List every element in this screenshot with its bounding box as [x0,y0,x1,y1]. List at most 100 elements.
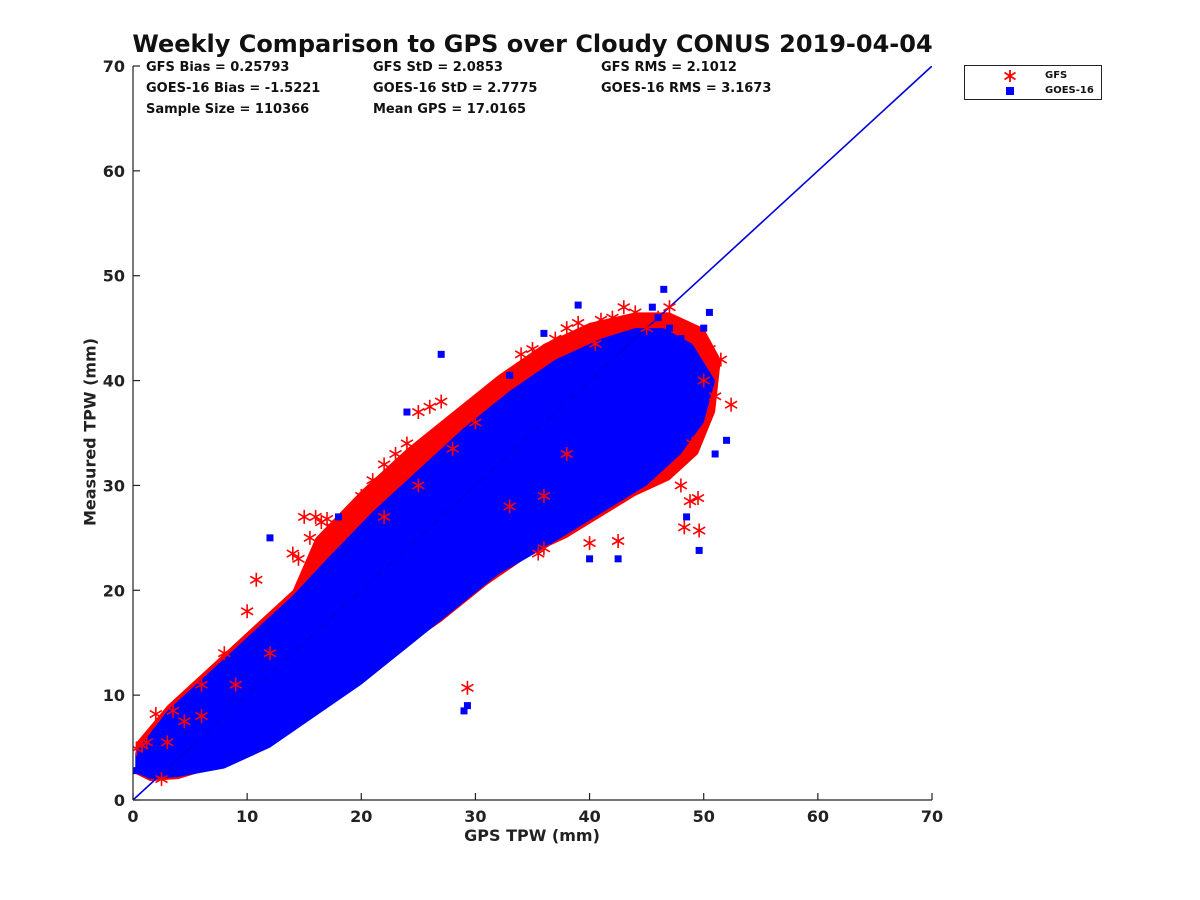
gfs-point [594,312,608,327]
y-axis-label: Measured TPW (mm) [80,337,100,527]
stat-goes-bias: GOES-16 Bias = -1.5221 [146,81,321,96]
gfs-point [628,305,642,320]
y-tick-label: 20 [103,581,125,600]
gfs-point [708,389,722,404]
goes16-point [608,356,616,364]
gfs-point [537,541,551,556]
goes16-point [140,765,148,773]
gfs-point [571,315,585,330]
goes16-point [540,329,548,337]
gfs-point [389,446,402,461]
goes16-point [460,707,468,715]
goes16-point [346,597,354,605]
stat-gfs-bias: GFS Bias = 0.25793 [146,60,290,75]
gfs-point [697,373,711,388]
gfs-point [714,352,728,367]
goes16-point [220,712,228,720]
gfs-point [423,399,437,414]
x-tick-label: 70 [921,807,943,826]
gfs-point [411,478,425,493]
gfs-point [469,415,482,430]
goes16-point [460,492,468,500]
goes16-point [266,534,274,542]
chart-title: Weekly Comparison to GPS over Cloudy CON… [132,30,933,58]
y-tick-label: 50 [103,267,125,286]
y-tick-label: 70 [103,57,125,76]
gfs-point [263,646,277,661]
goes16-point [186,738,194,746]
goes16-point [289,649,297,657]
x-tick-label: 0 [127,807,138,826]
goes16-point [403,544,411,552]
goes16-point [380,565,388,573]
gfs-point [240,604,254,619]
goes16-point [334,607,342,615]
goes16-point [152,759,160,767]
goes16-point [700,324,708,332]
goes16-point [654,314,662,322]
gfs-point [605,310,619,325]
x-tick-label: 10 [236,807,258,826]
gfs-point [249,572,263,587]
goes16-point [688,356,696,364]
gfs-point [617,300,631,315]
goes16-point [506,450,514,458]
gfs-point [195,709,208,724]
gfs-point [588,336,602,351]
gfs-point [446,441,460,456]
x-axis-label: GPS TPW (mm) [464,826,600,845]
goes16-point [506,371,514,379]
goes16-point [277,660,285,668]
x-tick-label: 30 [464,807,486,826]
goes16-point [392,555,400,563]
goes16-point [243,691,251,699]
gfs-point [514,347,528,362]
goes16-point [483,471,491,479]
goes16-point [255,681,263,689]
gfs-point [434,394,448,409]
goes16-point [648,303,656,311]
gfs-point [217,646,231,661]
gfs-point [503,499,517,514]
gfs-point [303,530,317,545]
goes16-point [614,555,622,563]
legend: GFS GOES-16 [964,65,1102,100]
stat-goes-std: GOES-16 StD = 2.7775 [373,81,538,96]
gfs-point [724,397,738,412]
gfs-point [703,342,716,357]
x-tick-label: 60 [807,807,829,826]
gfs-point [297,509,311,524]
goes16-point [323,618,331,626]
gfs-point [560,446,574,461]
gfs-point [177,714,191,729]
gfs-point [400,436,414,451]
goes16-point [695,546,703,554]
goes16-point [449,502,457,510]
goes16-point [471,481,479,489]
stat-sample-size: Sample Size = 110366 [146,102,310,117]
goes16-point [586,555,594,563]
gfs-point [691,491,705,506]
y-tick-label: 40 [103,372,125,391]
stat-gfs-rms: GFS RMS = 2.1012 [601,60,737,75]
gfs-point [366,473,380,488]
gfs-point [583,536,596,551]
goes16-point [334,513,342,521]
gfs-point [229,677,243,692]
goes16-point [266,670,274,678]
gfs-point [149,707,163,722]
goes16-point [463,702,471,710]
gfs-point [292,551,305,566]
x-tick-label: 50 [693,807,715,826]
goes16-point [426,523,434,531]
y-tick-label: 30 [103,476,125,495]
gfs-point [560,321,574,336]
gfs-point [160,735,174,750]
goes16-point [665,324,673,332]
gfs-point [491,384,505,399]
gfs-point [537,488,551,503]
goes16-point [723,436,731,444]
gfs-point [343,515,357,530]
goes16-point [563,398,571,406]
